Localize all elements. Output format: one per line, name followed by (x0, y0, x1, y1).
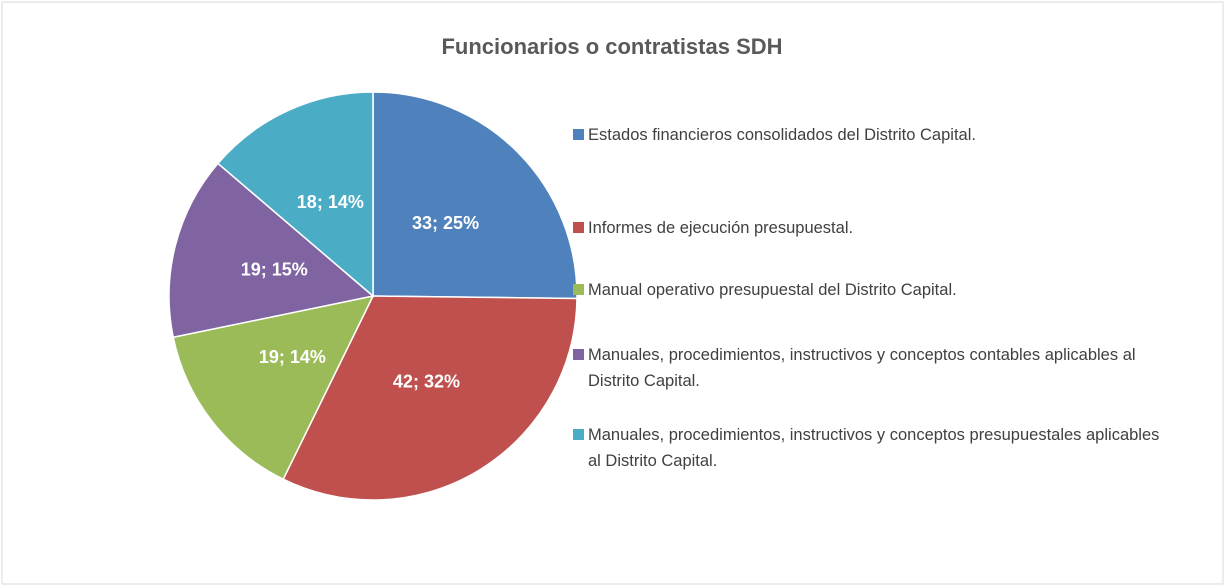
legend-item: Estados financieros consolidados del Dis… (573, 122, 1173, 148)
data-label: 18; 14% (297, 192, 364, 212)
legend-swatch (573, 284, 584, 295)
legend-item: Informes de ejecución presupuestal. (573, 215, 1173, 241)
legend-item: Manuales, procedimientos, instructivos y… (573, 422, 1173, 474)
legend-label: Informes de ejecución presupuestal. (588, 219, 854, 237)
legend-swatch (573, 129, 584, 140)
data-label: 33; 25% (412, 213, 479, 233)
pie-slice (216, 91, 374, 298)
pie-slice (372, 91, 578, 300)
legend-label: Manuales, procedimientos, instructivos y… (588, 346, 1136, 390)
pie-slice (172, 294, 375, 481)
pie-slice (282, 295, 578, 501)
data-label: 19; 14% (259, 347, 326, 367)
chart-title: Funcionarios o contratistas SDH (441, 34, 782, 59)
legend-label: Estados financieros consolidados del Dis… (588, 126, 976, 144)
legend-item: Manual operativo presupuestal del Distri… (573, 277, 1173, 303)
legend-label: Manuales, procedimientos, instructivos y… (588, 426, 1160, 470)
data-label: 19; 15% (241, 259, 308, 279)
pie-slice (168, 162, 375, 339)
legend-swatch (573, 429, 584, 440)
legend-label: Manual operativo presupuestal del Distri… (588, 281, 957, 299)
legend-item: Manuales, procedimientos, instructivos y… (573, 342, 1173, 394)
data-label: 42; 32% (393, 372, 460, 392)
legend-swatch (573, 222, 584, 233)
legend-swatch (573, 349, 584, 360)
